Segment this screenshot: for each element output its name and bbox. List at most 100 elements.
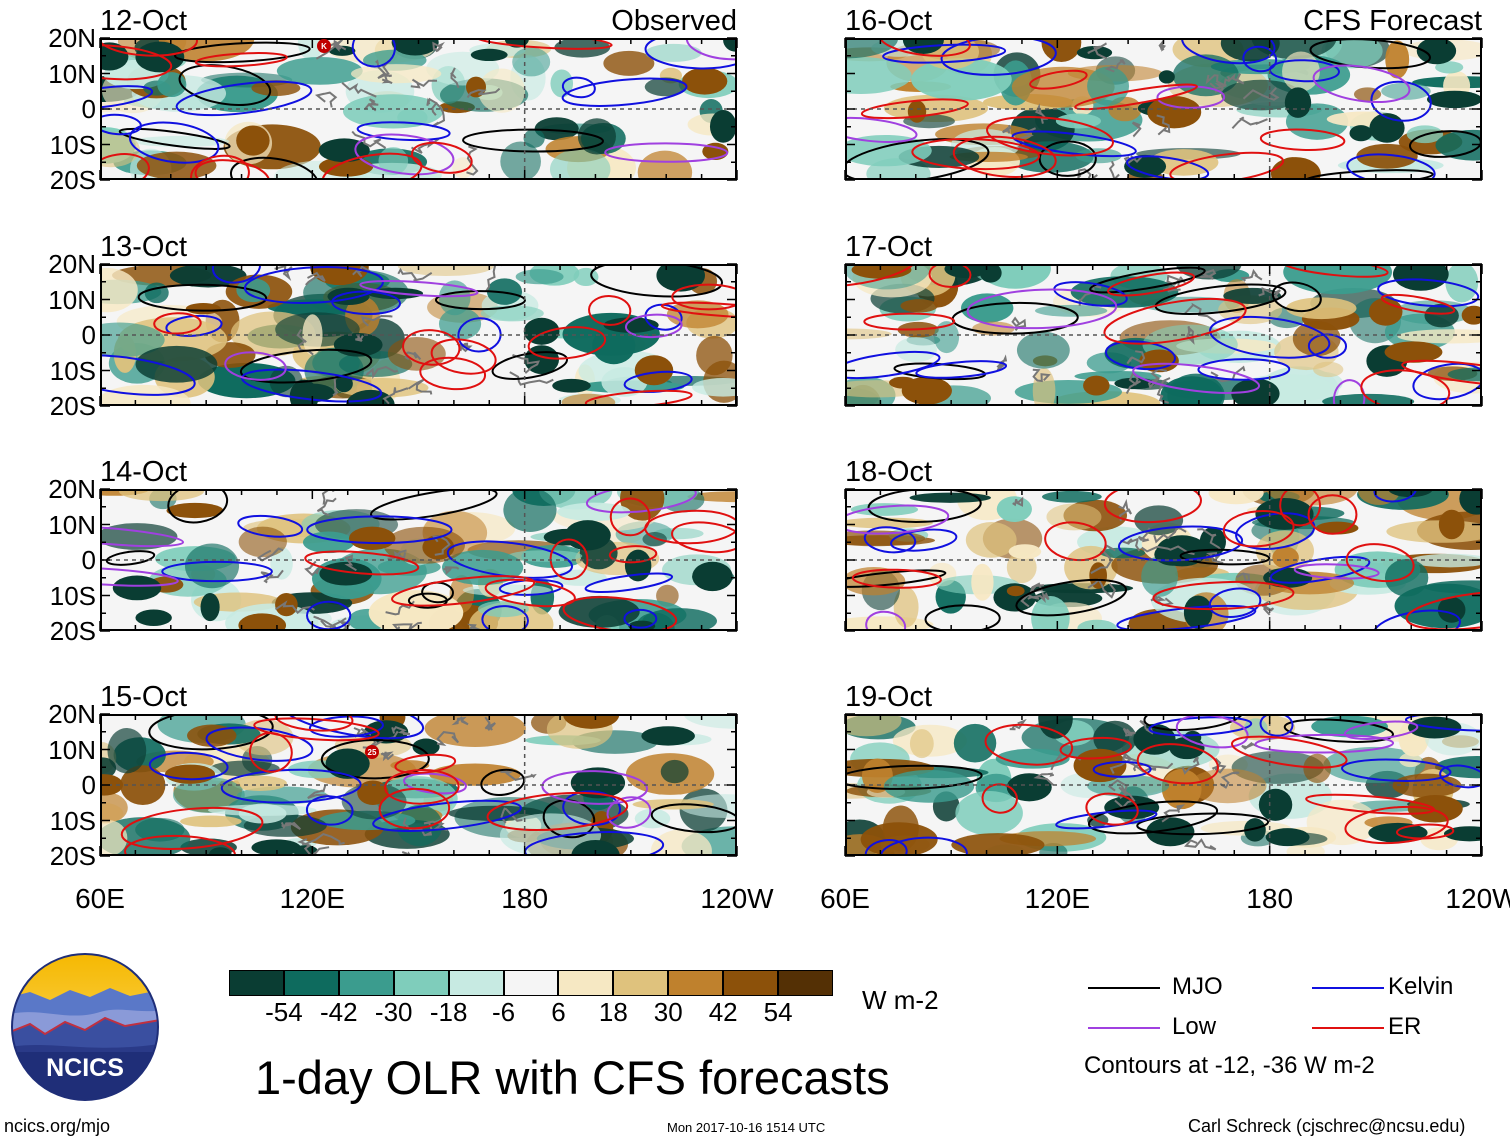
olr-anomaly-blob [592, 327, 636, 365]
olr-anomaly-core [165, 764, 216, 784]
olr-anomaly-blob [960, 293, 1014, 323]
latitude-tick-label: 20S [49, 165, 96, 195]
olr-anomaly-core [523, 317, 560, 345]
olr-map-panel [99, 263, 738, 407]
tropical-cyclone-marker: 25 [365, 745, 379, 759]
olr-anomaly-core [656, 264, 705, 292]
olr-anomaly-core [682, 67, 728, 95]
olr-anomaly-core [238, 613, 287, 631]
colorbar-swatch [448, 970, 504, 996]
colorbar-swatch [229, 970, 284, 996]
olr-anomaly-blob [1381, 82, 1431, 100]
colorbar-swatch [558, 970, 614, 996]
olr-anomaly-blob [100, 268, 138, 313]
colorbar-tick-label: 6 [551, 997, 566, 1027]
olr-anomaly-blob [1384, 558, 1429, 597]
olr-anomaly-blob [1435, 129, 1482, 161]
olr-anomaly-core [200, 592, 220, 622]
olr-anomaly-blob [934, 321, 960, 354]
low-contours [845, 64, 1411, 143]
olr-anomaly-core [357, 780, 389, 805]
low-contours [403, 770, 652, 829]
olr-anomaly-core [1426, 90, 1482, 109]
latitude-tick-label: 10N [48, 58, 96, 89]
olr-anomaly-core [1316, 521, 1359, 535]
olr-anomaly-blob [197, 362, 296, 399]
olr-anomaly-core [319, 561, 373, 586]
olr-anomaly-blob [100, 820, 128, 856]
ncics-logo: NCICS [11, 953, 159, 1101]
longitude-tick-label: 120W [700, 883, 774, 914]
low-contours [966, 288, 1366, 406]
olr-anomaly-core [1438, 509, 1465, 540]
olr-anomaly-core [634, 355, 674, 386]
olr-map-panel [844, 263, 1483, 407]
olr-anomaly-blob [515, 269, 564, 285]
olr-anomaly-blob [573, 267, 599, 287]
olr-anomaly-blob [549, 148, 611, 180]
footer-url[interactable]: ncics.org/mjo [4, 1116, 111, 1136]
olr-anomaly-blob [184, 543, 240, 589]
olr-anomaly-blob [512, 47, 551, 77]
olr-anomaly-blob [953, 723, 997, 763]
olr-anomaly-blob [302, 314, 323, 356]
olr-anomaly-blob [1243, 718, 1268, 738]
panel-date-label: 18-Oct [845, 456, 933, 488]
olr-anomaly-blob [424, 714, 526, 747]
colorbar-tick-label: -30 [374, 997, 413, 1027]
olr-anomaly-core [1278, 157, 1307, 180]
olr-anomaly-blob [909, 492, 991, 503]
latitude-tick-label: 0 [81, 545, 96, 575]
olr-anomaly-blob [397, 264, 494, 276]
olr-anomaly-blob [951, 833, 1045, 856]
latitude-tick-label: 10N [48, 734, 96, 765]
longitude-tick-label: 180 [501, 883, 549, 914]
olr-anomaly-blob [1141, 556, 1178, 597]
olr-anomaly-blob [558, 595, 640, 628]
tropical-cyclone-label: K [321, 42, 327, 51]
legend-label-mjo: MJO [1172, 973, 1223, 1000]
olr-anomaly-core [325, 748, 370, 779]
olr-anomaly-core [135, 41, 185, 73]
er-contours [100, 38, 613, 180]
olr-map-panel [844, 488, 1483, 632]
olr-anomaly-blob [909, 729, 934, 759]
latitude-tick-label: 0 [81, 94, 96, 124]
kelvin-contours [845, 278, 1482, 401]
colorbar-tick-label: -54 [265, 997, 303, 1027]
olr-anomaly-core [1006, 773, 1052, 802]
olr-anomaly-blob [238, 803, 287, 824]
olr-anomaly-blob [503, 489, 557, 532]
olr-anomaly-blob [1087, 66, 1130, 106]
olr-anomaly-blob [645, 43, 702, 62]
olr-anomaly-blob [900, 299, 938, 313]
er-contours [860, 38, 1346, 180]
olr-anomaly-core [1083, 375, 1110, 396]
olr-anomaly-core [470, 48, 508, 62]
olr-anomaly-blob [1356, 143, 1418, 169]
longitude-tick-label: 60E [75, 883, 125, 914]
olr-anomaly-core [318, 156, 374, 177]
olr-anomaly-blob [1322, 393, 1415, 406]
er-contours [304, 497, 737, 631]
olr-anomaly-core [112, 575, 162, 601]
olr-anomaly-blob [1392, 773, 1462, 798]
olr-anomaly-core [1384, 341, 1443, 363]
olr-anomaly-blob [1041, 38, 1082, 63]
olr-anomaly-core [1006, 585, 1025, 597]
olr-anomaly-core [552, 378, 591, 393]
colorbar-swatch [668, 970, 724, 996]
olr-anomaly-blob [118, 489, 204, 502]
olr-anomaly-core [1244, 818, 1266, 842]
olr-anomaly-core [1231, 378, 1280, 406]
olr-anomaly-blob [396, 804, 443, 847]
tropical-cyclone-label: 25 [368, 748, 377, 757]
panel-date-label: 12-Oct [100, 5, 188, 37]
olr-anomaly-blob [603, 50, 655, 76]
olr-anomaly-blob [478, 600, 529, 618]
olr-anomaly-blob [1055, 113, 1102, 129]
longitude-tick-label: 120W [1445, 883, 1510, 914]
olr-anomaly-blob [270, 546, 293, 580]
olr-anomaly-blob [276, 57, 363, 85]
olr-anomaly-core [901, 376, 952, 405]
